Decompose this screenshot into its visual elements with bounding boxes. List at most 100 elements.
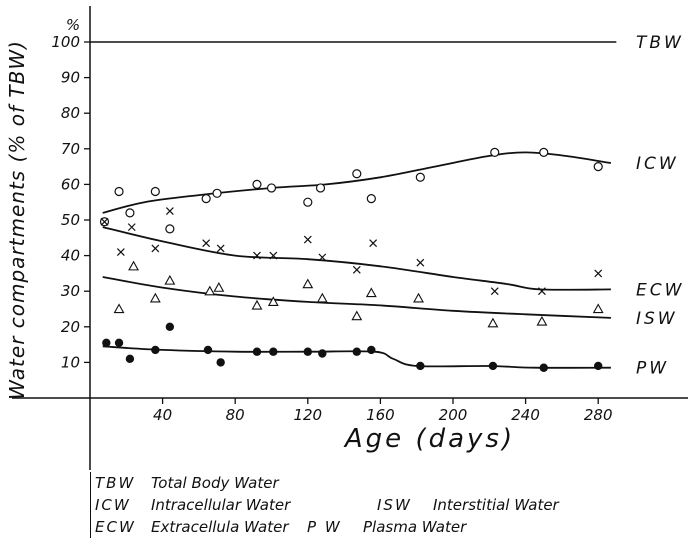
icw-point bbox=[539, 147, 549, 157]
icw-curve bbox=[102, 151, 612, 214]
pw-curve bbox=[102, 345, 611, 369]
icw-point bbox=[125, 208, 135, 218]
ecw-point bbox=[216, 244, 225, 253]
pw-curve-label: PW bbox=[636, 359, 669, 379]
icw-point bbox=[150, 186, 160, 197]
pw-point bbox=[102, 338, 111, 348]
ecw-point bbox=[538, 287, 546, 296]
y-axis-title: Water compartments (% of TBW) bbox=[5, 40, 29, 400]
x-tick-label: 160 bbox=[366, 406, 395, 424]
ecw-point bbox=[116, 248, 125, 256]
icw-point bbox=[490, 147, 500, 157]
legend-abbr-ecw: ECW bbox=[95, 518, 136, 536]
y-tick-label: 60 bbox=[61, 175, 80, 193]
y-tick-label: 30 bbox=[61, 282, 80, 300]
isw-curve bbox=[102, 276, 611, 319]
isw-point bbox=[213, 282, 225, 292]
icw-point bbox=[303, 197, 313, 207]
legend-abbr-pw: P W bbox=[307, 518, 342, 536]
icw-point bbox=[366, 194, 376, 204]
pw-point bbox=[488, 361, 498, 371]
x-tick-label: 200 bbox=[439, 406, 468, 424]
x-tick-label: 80 bbox=[226, 406, 245, 424]
legend-full-icw: Intracellular Water bbox=[151, 496, 291, 514]
ecw-point bbox=[490, 287, 499, 296]
icw-point bbox=[252, 179, 262, 189]
x-tick-label: 280 bbox=[584, 406, 613, 424]
ecw-point bbox=[253, 251, 261, 260]
legend-full-isw: Interstitial Water bbox=[433, 496, 559, 514]
ecw-point bbox=[269, 251, 278, 260]
x-tick-label: 120 bbox=[293, 406, 322, 424]
isw-point bbox=[302, 278, 314, 289]
isw-point bbox=[351, 310, 363, 321]
isw-point bbox=[487, 317, 499, 328]
legend-abbr-isw: ISW bbox=[377, 496, 412, 514]
isw-point bbox=[204, 285, 216, 296]
ecw-point bbox=[352, 265, 361, 274]
y-tick-label: 100 bbox=[51, 33, 80, 51]
legend-row-1: TBW Total Body Water bbox=[95, 472, 693, 494]
pw-point bbox=[367, 345, 376, 355]
isw-point bbox=[251, 299, 263, 310]
isw-point bbox=[536, 315, 548, 326]
legend-abbr-tbw: TBW bbox=[95, 474, 136, 492]
pw-point bbox=[151, 345, 160, 355]
icw-curve-label: ICW bbox=[636, 154, 679, 174]
legend-row-3: ECW Extracellula Water P W Plasma Water bbox=[95, 516, 693, 538]
ecw-point bbox=[165, 207, 174, 216]
icw-point bbox=[212, 188, 222, 198]
ecw-point bbox=[127, 223, 136, 232]
ecw-point bbox=[100, 217, 109, 226]
ecw-curve bbox=[102, 226, 611, 291]
ecw-point bbox=[594, 269, 603, 278]
icw-point bbox=[352, 169, 362, 179]
isw-point bbox=[128, 260, 139, 271]
pw-point bbox=[216, 358, 225, 367]
pw-point bbox=[594, 361, 603, 371]
isw-point bbox=[316, 292, 328, 303]
legend-abbr-icw: ICW bbox=[95, 496, 131, 514]
ecw-point bbox=[303, 235, 312, 244]
icw-point bbox=[415, 172, 425, 182]
icw-point bbox=[593, 162, 603, 172]
pw-point bbox=[352, 347, 362, 356]
tick-labels: 10 20 30 40 50 60 70 80 90 100 40 80 120 160 200 240 280 bbox=[51, 33, 612, 424]
isw-curve-label: ISW bbox=[636, 309, 678, 329]
legend-row-2: ICW Intracellular Water ISW Interstitial… bbox=[95, 494, 693, 516]
pw-point bbox=[539, 363, 548, 372]
pw-point bbox=[416, 361, 425, 371]
fitted-curves bbox=[90, 41, 617, 369]
y-tick-label: 80 bbox=[61, 104, 80, 122]
x-axis-title: Age (days) bbox=[343, 424, 515, 454]
legend-full-ecw: Extracellula Water bbox=[151, 518, 289, 536]
ecw-curve-label: ECW bbox=[636, 280, 684, 300]
icw-point bbox=[114, 186, 124, 197]
ecw-point bbox=[369, 239, 378, 248]
ecw-point bbox=[318, 253, 327, 262]
tbw-curve-label: TBW bbox=[636, 33, 684, 53]
ecw-point bbox=[416, 258, 425, 267]
icw-point bbox=[201, 194, 211, 204]
data-points bbox=[99, 147, 604, 372]
pw-point bbox=[269, 347, 278, 356]
isw-point bbox=[164, 274, 176, 285]
y-tick-label: 20 bbox=[61, 318, 80, 336]
isw-point bbox=[365, 287, 377, 298]
pw-point bbox=[165, 322, 175, 331]
y-tick-label: 10 bbox=[61, 353, 80, 371]
abbreviation-legend: TBW Total Body Water ICW Intracellular W… bbox=[90, 472, 693, 538]
y-axis-percent-symbol: % bbox=[66, 16, 80, 34]
legend-full-tbw: Total Body Water bbox=[151, 474, 279, 492]
y-tick-label: 40 bbox=[61, 247, 80, 265]
isw-point bbox=[592, 303, 604, 314]
isw-point bbox=[267, 296, 279, 307]
pw-point bbox=[252, 347, 262, 356]
pw-point bbox=[125, 354, 135, 364]
pw-point bbox=[114, 338, 124, 348]
axes bbox=[12, 6, 688, 470]
isw-point bbox=[413, 292, 424, 303]
isw-point bbox=[113, 303, 125, 314]
ecw-point bbox=[151, 244, 160, 253]
